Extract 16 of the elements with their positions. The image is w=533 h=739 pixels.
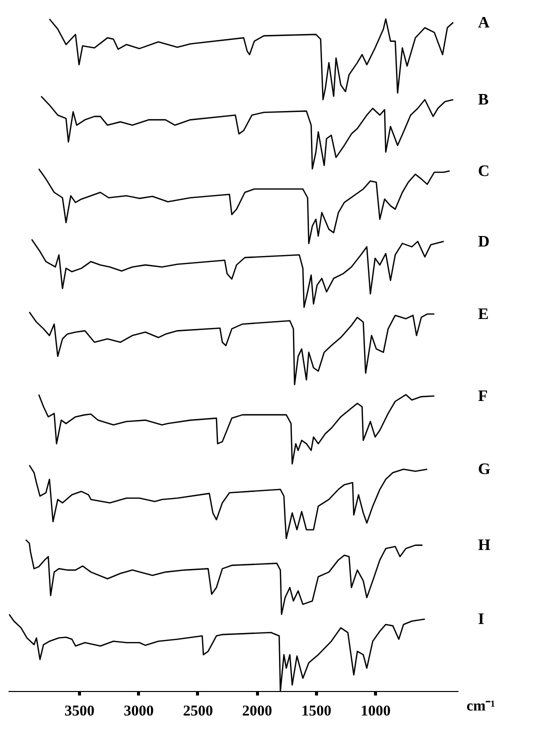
- text: G: [478, 461, 491, 478]
- x-tick-label: 1000: [360, 704, 391, 720]
- x-tick-label: 2000: [242, 704, 272, 720]
- x-tick-label: 1500: [301, 704, 332, 720]
- series-label: C: [478, 162, 490, 180]
- text: E: [478, 306, 489, 324]
- text: D: [478, 233, 490, 250]
- x-tick-label: 2500: [182, 704, 213, 720]
- x-tick-label: 3000: [124, 704, 154, 720]
- x-tick-label: 3500: [64, 704, 95, 720]
- x-axis-title: cm⁻¹: [466, 698, 496, 714]
- series-label: A: [478, 14, 490, 32]
- text: H: [478, 537, 491, 554]
- text: I: [478, 611, 484, 628]
- text: F: [478, 388, 488, 405]
- series-label: B: [478, 92, 489, 109]
